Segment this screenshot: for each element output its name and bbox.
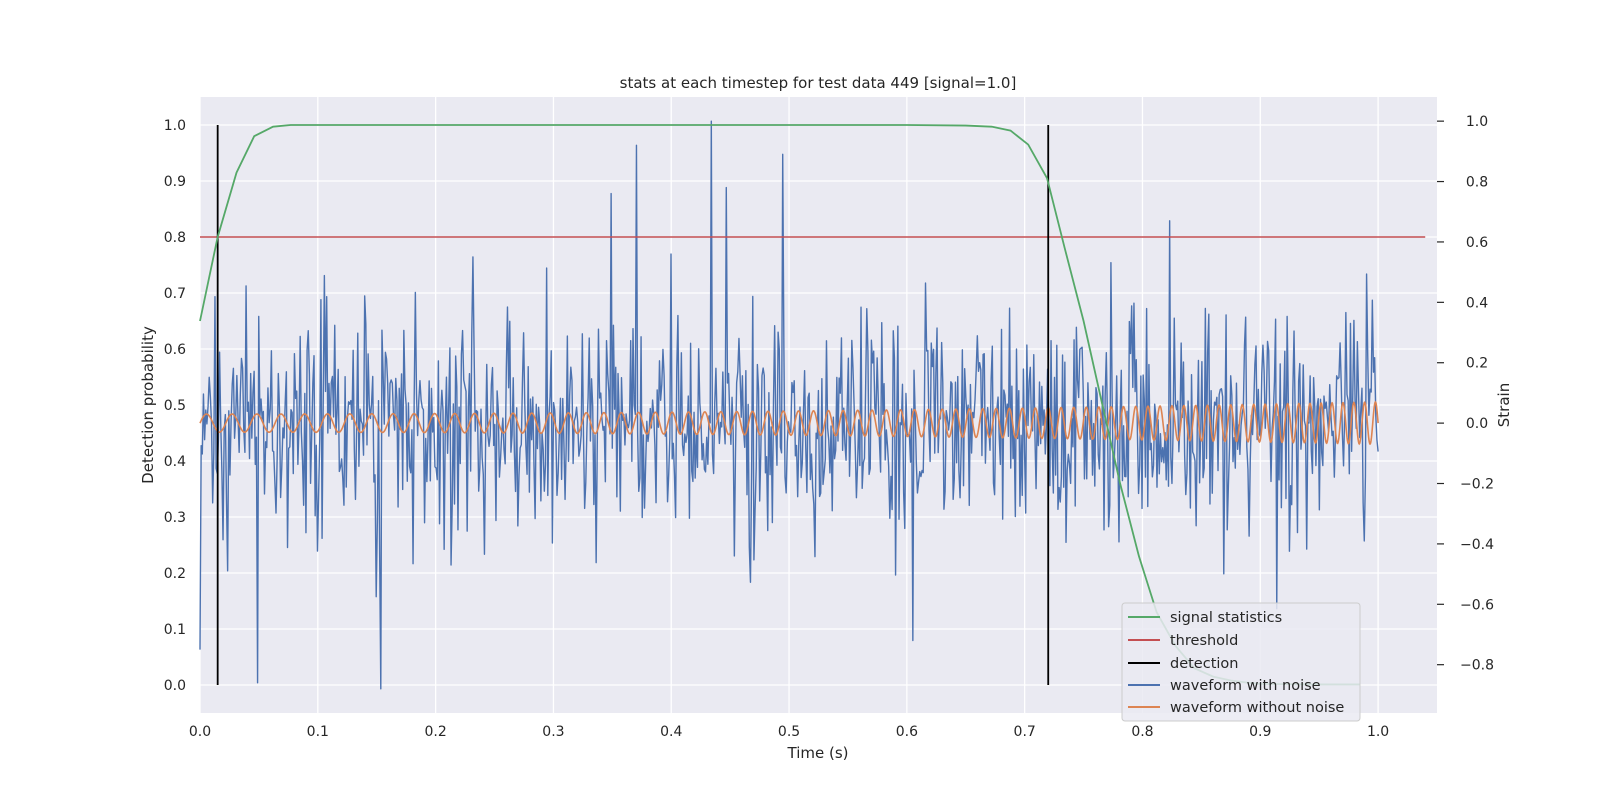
x-tick-label: 0.0: [189, 724, 211, 740]
series-line-waveform-with-noise: [199, 120, 1379, 690]
x-tick-label: 0.4: [660, 724, 682, 740]
y-tick-label: 0.9: [164, 174, 186, 190]
y-tick-label: 0.7: [164, 286, 186, 302]
x-tick-label: 1.0: [1367, 724, 1389, 740]
y-right-tick-label: 0.8: [1466, 175, 1488, 191]
axes-layer: 0.0 0.1 0.2 0.3 0.4 0.5 0.6 0.7 0.8 0.9 1.0 0.0 0.1 0…: [164, 114, 1494, 740]
legend-label-waveform-without-noise: waveform without noise: [1170, 700, 1344, 716]
x-tick-label: 0.2: [424, 724, 446, 740]
y-tick-label: 0.5: [164, 398, 186, 414]
legend-label-threshold: threshold: [1170, 633, 1238, 649]
y-tick-label: 0.8: [164, 230, 186, 246]
y-right-tick-label: −0.4: [1460, 537, 1494, 553]
x-tick-label: 0.3: [542, 724, 564, 740]
y-right-tick-label: 1.0: [1466, 114, 1488, 130]
legend-label-detection: detection: [1170, 656, 1238, 672]
y-right-tick-label: −0.8: [1460, 658, 1494, 674]
x-axis-title: Time (s): [787, 744, 849, 762]
y-right-axis-title: Strain: [1495, 383, 1513, 427]
legend-label-waveform-with-noise: waveform with noise: [1170, 678, 1321, 694]
y-right-tick-label: 0.4: [1466, 295, 1488, 311]
legend: signal statistics threshold detection wa…: [1121, 602, 1361, 722]
y-tick-label: 0.1: [164, 622, 186, 638]
y-right-tick-label: 0.2: [1466, 356, 1488, 372]
chart-title: stats at each timestep for test data 449…: [620, 74, 1017, 92]
y-tick-label: 0.3: [164, 510, 186, 526]
x-tick-label: 0.8: [1131, 724, 1153, 740]
y-right-tick-label: 0.6: [1466, 235, 1488, 251]
y-axis-title: Detection probability: [139, 326, 157, 484]
x-tick-label: 0.7: [1014, 724, 1036, 740]
x-tick-label: 0.5: [778, 724, 800, 740]
y-right-tick-label: −0.2: [1460, 477, 1494, 493]
series-line-waveform-without-noise: [199, 400, 1379, 446]
y-tick-label: 0.2: [164, 566, 186, 582]
y-tick-label: 1.0: [164, 118, 186, 134]
y-tick-label: 0.0: [164, 678, 186, 694]
x-tick-label: 0.9: [1249, 724, 1271, 740]
legend-box: [1121, 602, 1361, 722]
y-tick-label: 0.6: [164, 342, 186, 358]
y-tick-label: 0.4: [164, 454, 186, 470]
x-tick-label: 0.1: [307, 724, 329, 740]
y-right-tick-label: 0.0: [1466, 416, 1488, 432]
y-right-tick-label: −0.6: [1460, 597, 1494, 613]
x-tick-label: 0.6: [896, 724, 918, 740]
legend-label-signal-statistics: signal statistics: [1170, 610, 1282, 626]
